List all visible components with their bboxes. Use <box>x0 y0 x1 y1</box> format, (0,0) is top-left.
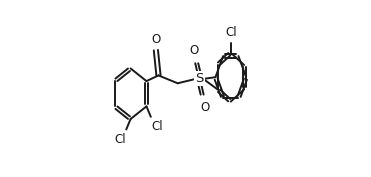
Text: O: O <box>189 44 198 57</box>
Text: Cl: Cl <box>151 120 163 133</box>
Text: Cl: Cl <box>114 133 126 145</box>
Text: Cl: Cl <box>226 26 237 39</box>
Text: O: O <box>200 101 210 114</box>
Text: S: S <box>195 72 204 85</box>
Text: O: O <box>151 33 161 46</box>
